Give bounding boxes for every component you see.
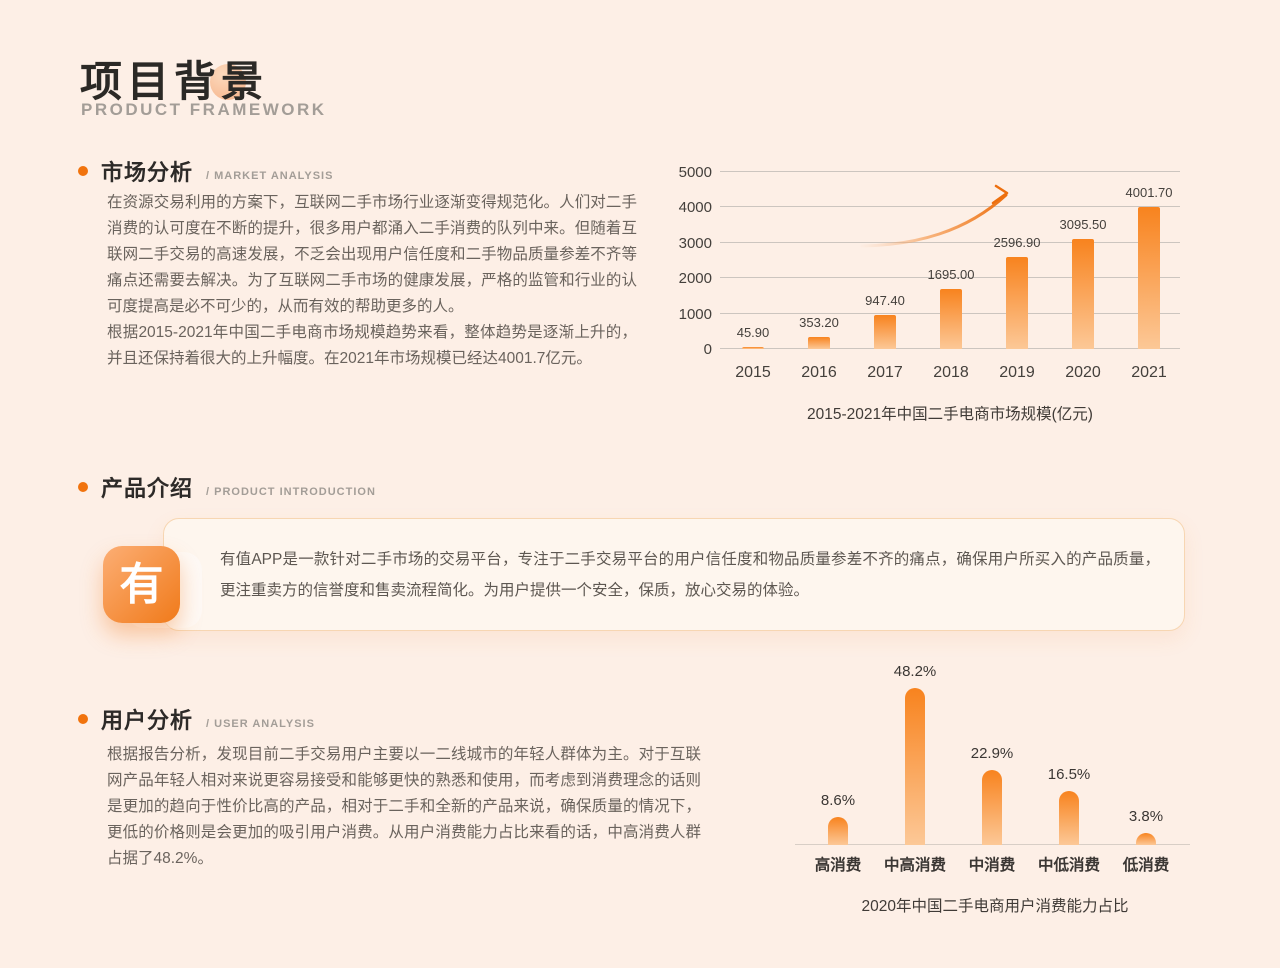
page-subtitle: PRODUCT FRAMEWORK	[81, 100, 327, 119]
bar-value-label: 947.40	[865, 293, 905, 309]
product-intro-text: 有值APP是一款针对二手市场的交易平台，专注于二手交易平台的用户信任度和物品质量…	[220, 551, 1160, 599]
gridline	[720, 206, 1180, 208]
chart-bar	[940, 289, 962, 349]
decorative-circle	[210, 64, 246, 100]
gridline	[720, 277, 1180, 279]
section-title-market: 市场分析	[101, 160, 194, 185]
chart-bar	[905, 688, 925, 845]
x-axis-tick-label: 中高消费	[883, 857, 947, 874]
bar-value-label: 3095.50	[1059, 217, 1107, 233]
chart-bar	[1072, 239, 1094, 349]
user-chart-plot: 8.6% 高消费 48.2% 中高消费 22.9% 中消费 16.5% 中低消费 3.8% 低消费	[795, 658, 1195, 874]
growth-arrow-icon	[860, 184, 1009, 248]
x-axis-tick-label: 2015	[735, 364, 771, 381]
section-header-user: 用户分析 / USER ANALYSIS	[78, 703, 315, 735]
y-axis-tick-label: 1000	[678, 305, 712, 323]
y-axis-tick-label: 5000	[678, 164, 712, 181]
bullet-ring-icon	[78, 166, 88, 176]
chart-bar	[874, 315, 896, 349]
page-title: 项目背景	[80, 58, 269, 105]
bar-value-label: 45.90	[736, 325, 770, 341]
app-logo-glyph: 有	[119, 559, 164, 609]
x-axis-tick-label: 2016	[801, 364, 837, 381]
market-chart-title: 2015-2021年中国二手电商市场规模(亿元)	[807, 406, 1093, 423]
bar-value-label: 8.6%	[820, 792, 856, 809]
market-paragraph-2: 根据2015-2021年中国二手电商市场规模趋势来看，整体趋势是逐渐上升的，并且…	[107, 324, 637, 367]
x-axis-tick-label: 中低消费	[1037, 857, 1101, 874]
user-chart-title: 2020年中国二手电商用户消费能力占比	[861, 898, 1129, 915]
chart-bar	[1138, 207, 1160, 349]
chart-bar	[1136, 832, 1156, 845]
bar-value-label: 3.8%	[1128, 807, 1164, 825]
bar-value-label: 353.20	[799, 314, 839, 330]
chart-bar	[808, 336, 830, 349]
x-axis-tick-label: 2019	[999, 364, 1035, 381]
bar-value-label: 16.5%	[1047, 766, 1091, 784]
y-axis-tick-label: 4000	[678, 199, 712, 217]
section-tag-product: / PRODUCT INTRODUCTION	[206, 485, 376, 498]
chart-bar	[1059, 791, 1079, 845]
user-analysis-text: 根据报告分析，发现目前二手交易用户主要以一二线城市的年轻人群体为主。对于互联网产…	[107, 742, 701, 872]
y-axis-tick-label: 3000	[678, 234, 712, 252]
market-chart: 0 1000 2000 3000 4000 5000 45.90 2015 353.20 2016…	[679, 160, 1190, 435]
section-title-user: 用户分析	[101, 708, 194, 733]
bar-value-label: 4001.70	[1125, 185, 1173, 201]
bar-value-label: 22.9%	[970, 745, 1014, 763]
section-tag-market: / MARKET ANALYSIS	[206, 169, 334, 182]
chart-bar	[828, 817, 848, 845]
chart-bar	[1006, 257, 1028, 349]
section-tag-user: / USER ANALYSIS	[206, 717, 315, 730]
gridline	[720, 171, 1180, 172]
section-title-product: 产品介绍	[101, 476, 194, 501]
market-analysis-text: 在资源交易利用的方案下，互联网二手市场行业逐渐变得规范化。人们对二手消费的认可度…	[107, 190, 637, 372]
market-chart-plot: 0 1000 2000 3000 4000 5000 45.90 2015 353.20 2016…	[679, 164, 1180, 381]
chart-bar	[742, 347, 764, 349]
y-axis-tick-label: 0	[703, 341, 712, 358]
section-header-market: 市场分析 / MARKET ANALYSIS	[78, 155, 333, 187]
x-axis-tick-label: 高消费	[814, 857, 862, 874]
user-chart: 8.6% 高消费 48.2% 中高消费 22.9% 中消费 16.5% 中低消费 3.8% 低消费…	[795, 658, 1195, 933]
product-intro-card: 有值APP是一款针对二手市场的交易平台，专注于二手交易平台的用户信任度和物品质量…	[163, 518, 1185, 631]
section-header-product: 产品介绍 / PRODUCT INTRODUCTION	[78, 471, 376, 503]
x-axis-tick-label: 2021	[1131, 364, 1167, 381]
x-axis-tick-label: 中消费	[968, 857, 1016, 874]
y-axis-tick-label: 2000	[678, 270, 712, 288]
bullet-ring-icon	[78, 482, 88, 492]
gridline	[720, 241, 1180, 243]
x-axis-tick-label: 低消费	[1122, 857, 1170, 874]
chart-bar	[982, 770, 1002, 845]
x-axis-tick-label: 2017	[867, 364, 903, 381]
bullet-ring-icon	[78, 714, 88, 724]
x-axis-tick-label: 2018	[933, 364, 969, 381]
app-logo-icon: 有	[103, 546, 180, 623]
x-axis-tick-label: 2020	[1065, 364, 1101, 381]
bar-value-label: 1695.00	[927, 267, 975, 282]
bar-value-label: 2596.90	[993, 235, 1041, 251]
user-paragraph: 根据报告分析，发现目前二手交易用户主要以一二线城市的年轻人群体为主。对于互联网产…	[107, 746, 701, 867]
bar-value-label: 48.2%	[893, 663, 937, 680]
market-paragraph-1: 在资源交易利用的方案下，互联网二手市场行业逐渐变得规范化。人们对二手消费的认可度…	[107, 194, 637, 315]
